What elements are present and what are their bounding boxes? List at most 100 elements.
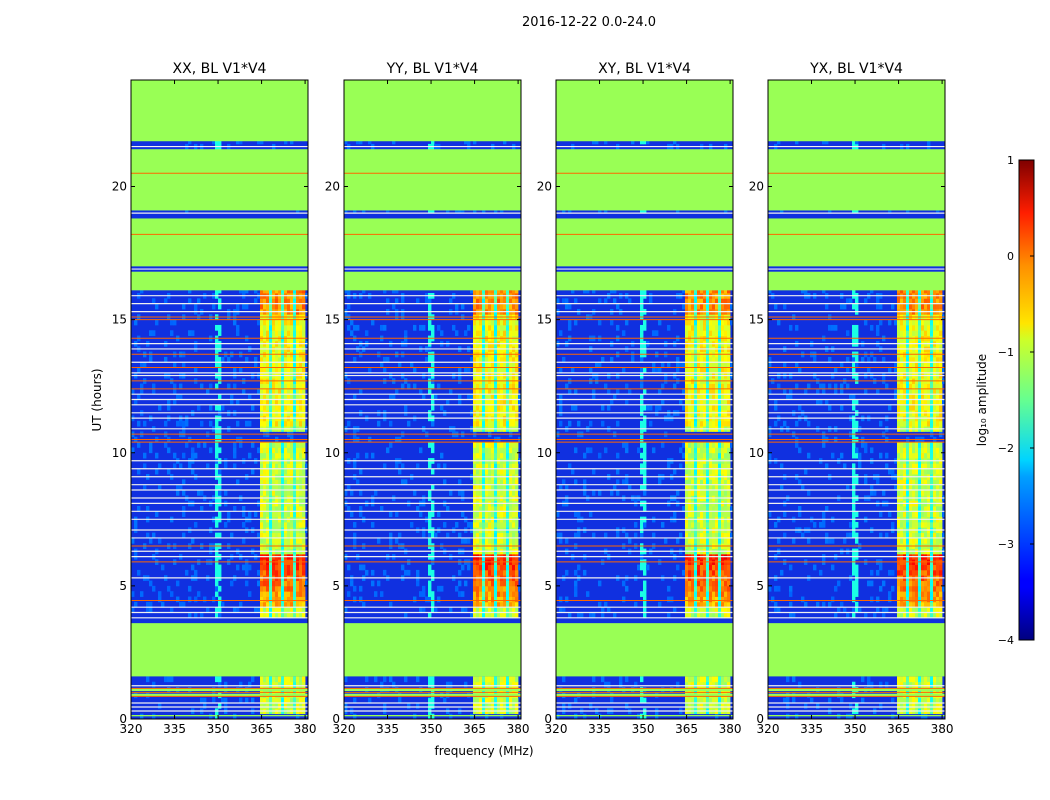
heatmap-cell	[293, 703, 297, 709]
heatmap-cell	[512, 319, 516, 326]
heatmap-cell	[473, 383, 477, 390]
heatmap-cell	[464, 681, 468, 688]
heatmap-cell	[706, 399, 710, 406]
y-tick-label: 0	[332, 712, 340, 726]
heatmap-cell	[491, 447, 495, 454]
heatmap-cell	[260, 420, 264, 427]
heatmap-cell	[266, 298, 270, 305]
heatmap-cell	[488, 447, 492, 454]
heatmap-cell	[640, 591, 644, 597]
heatmap-cell	[461, 303, 465, 310]
heatmap-cell	[350, 490, 354, 496]
heatmap-cell	[302, 697, 306, 704]
heatmap-cell	[290, 394, 294, 400]
heatmap-cell	[497, 330, 501, 336]
heatmap-cell	[643, 521, 647, 528]
y-tick-label: 20	[537, 180, 552, 194]
heatmap-cell	[278, 319, 282, 326]
heatmap-cell	[170, 330, 174, 336]
heatmap-cell	[416, 506, 420, 512]
heatmap-cell	[275, 697, 279, 704]
heatmap-cell	[167, 676, 171, 683]
heatmap-cell	[281, 490, 285, 496]
heatmap-cell	[437, 585, 441, 592]
heatmap-cell	[568, 303, 572, 310]
heatmap-cell	[278, 697, 282, 704]
heatmap-cell	[715, 484, 719, 491]
heatmap-cell	[655, 367, 659, 374]
heatmap-cell	[431, 404, 435, 411]
heatmap-cell	[559, 394, 563, 400]
heatmap-cell	[655, 404, 659, 411]
heatmap-cell	[598, 298, 602, 305]
heatmap-cell	[287, 697, 291, 704]
heatmap-cell	[269, 601, 273, 608]
heatmap-cell	[479, 601, 483, 608]
heatmap-cell	[485, 607, 489, 613]
heatmap-cell	[488, 319, 492, 326]
heatmap-cell	[260, 511, 264, 518]
heatmap-cell	[691, 388, 695, 395]
heatmap-cell	[266, 442, 270, 448]
heatmap-cell	[482, 447, 486, 454]
heatmap-cell	[428, 713, 432, 719]
heatmap-cell	[927, 681, 931, 688]
heatmap-cell	[371, 569, 375, 576]
heatmap-cell	[419, 591, 423, 597]
heatmap-cell	[482, 452, 486, 459]
heatmap-cell	[921, 713, 925, 719]
heatmap-cell	[269, 447, 273, 454]
heatmap-cell	[488, 356, 492, 363]
heatmap-cell	[158, 463, 162, 470]
heatmap-cell	[470, 521, 474, 528]
heatmap-cell	[491, 511, 495, 518]
heatmap-cell	[479, 298, 483, 305]
heatmap-cell	[149, 330, 153, 336]
heatmap-cell	[131, 591, 135, 597]
heatmap-cell	[485, 479, 489, 486]
heatmap-cell	[500, 319, 504, 326]
heatmap-cell	[500, 420, 504, 427]
heatmap-cell	[709, 362, 713, 368]
heatmap-cell	[727, 319, 731, 326]
heatmap-cell	[909, 612, 913, 619]
heatmap-cell	[263, 399, 267, 406]
heatmap-cell	[718, 324, 722, 331]
heatmap-cell	[712, 442, 716, 448]
heatmap-cell	[365, 569, 369, 576]
heatmap-cell	[278, 484, 282, 491]
heatmap-cell	[248, 591, 252, 597]
heatmap-cell	[709, 420, 713, 427]
heatmap-cell	[473, 367, 477, 374]
heatmap-cell	[643, 388, 647, 395]
heatmap-cell	[233, 713, 237, 719]
heatmap-cell	[218, 356, 222, 363]
heatmap-cell	[918, 612, 922, 619]
heatmap-cell	[293, 452, 297, 459]
heatmap-cell	[293, 447, 297, 454]
heatmap-cell	[515, 356, 519, 363]
heatmap-cell	[691, 564, 695, 571]
heatmap-cell	[712, 367, 716, 374]
heatmap-cell	[718, 537, 722, 544]
heatmap-cell	[724, 330, 728, 336]
heatmap-cell	[565, 569, 569, 576]
heatmap-cell	[488, 420, 492, 427]
heatmap-cell	[278, 362, 282, 368]
heatmap-cell	[574, 388, 578, 395]
heatmap-cell	[691, 319, 695, 326]
y-tick-label: 5	[332, 579, 340, 593]
heatmap-cell	[721, 697, 725, 704]
heatmap-cell	[419, 607, 423, 613]
heatmap-cell	[476, 367, 480, 374]
heatmap-cell	[574, 447, 578, 454]
heatmap-cell	[936, 703, 940, 709]
heatmap-cell	[284, 383, 288, 390]
heatmap-cell	[697, 420, 701, 427]
heatmap-cell	[712, 591, 716, 597]
heatmap-cell	[685, 569, 689, 576]
heatmap-cell	[260, 138, 264, 145]
heatmap-cell	[260, 479, 264, 486]
heatmap-cell	[287, 506, 291, 512]
